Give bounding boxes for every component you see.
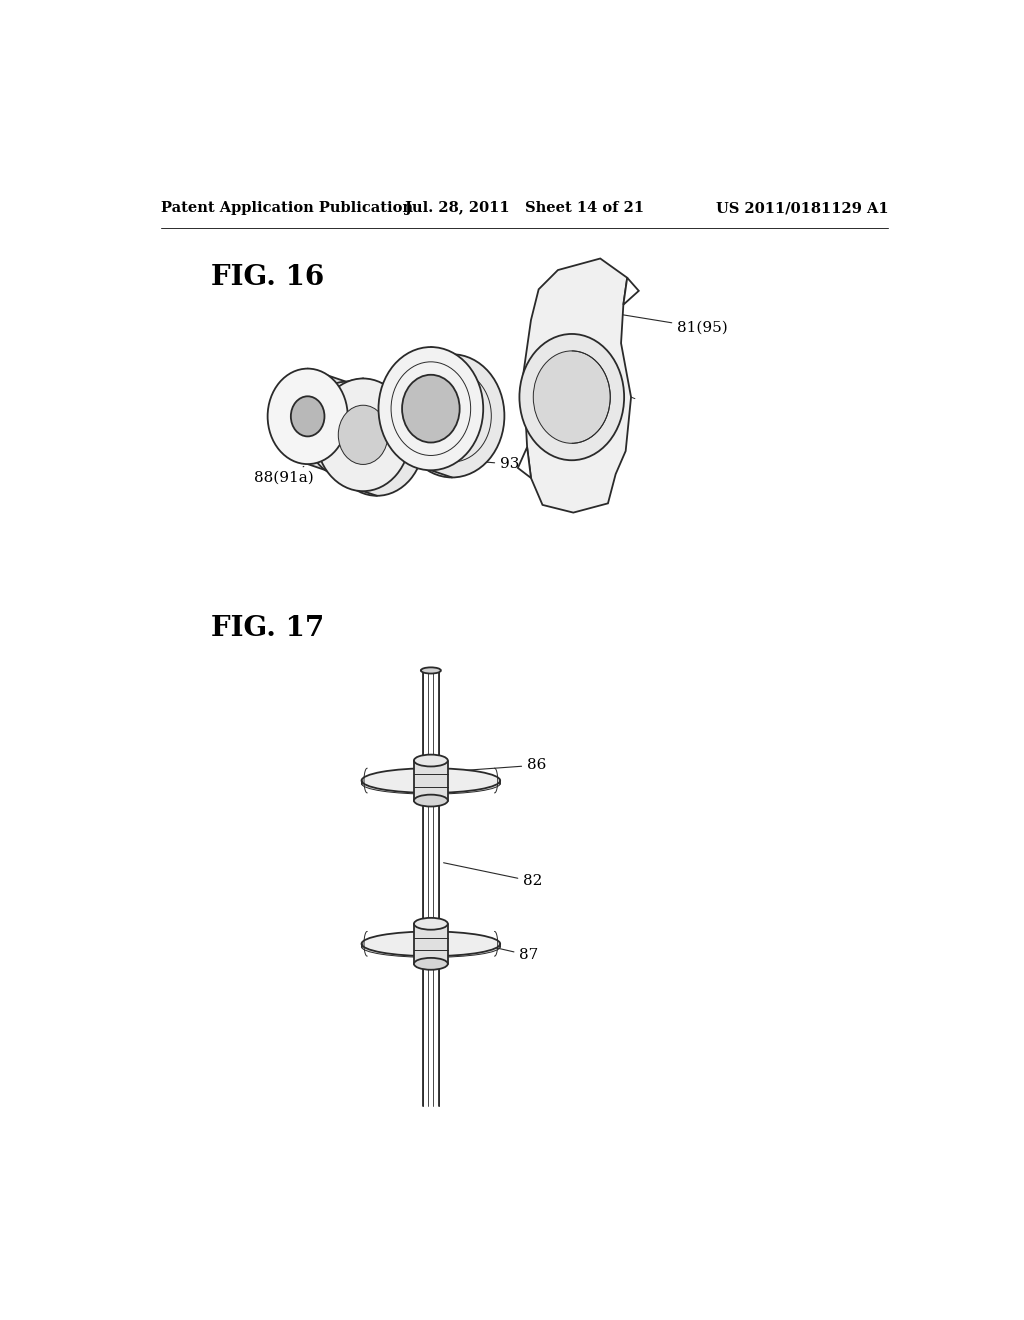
Text: 81(95): 81(95)	[610, 313, 728, 335]
Text: FIG. 16: FIG. 16	[211, 264, 325, 292]
Ellipse shape	[519, 334, 625, 461]
Ellipse shape	[352, 409, 401, 469]
Text: Patent Application Publication: Patent Application Publication	[162, 202, 414, 215]
Ellipse shape	[414, 917, 447, 929]
Polygon shape	[523, 259, 631, 512]
Polygon shape	[414, 760, 447, 800]
Polygon shape	[518, 447, 531, 478]
Ellipse shape	[414, 795, 447, 807]
Ellipse shape	[267, 368, 348, 465]
Ellipse shape	[421, 668, 441, 673]
Ellipse shape	[399, 354, 505, 478]
Polygon shape	[307, 368, 346, 478]
Ellipse shape	[361, 774, 500, 795]
Polygon shape	[414, 924, 447, 964]
Text: 82: 82	[443, 863, 543, 888]
Ellipse shape	[414, 958, 447, 970]
Text: 86: 86	[455, 758, 547, 772]
Ellipse shape	[361, 936, 500, 957]
Polygon shape	[431, 347, 452, 478]
Ellipse shape	[306, 381, 386, 478]
Text: 93: 93	[450, 457, 519, 471]
Text: Jul. 28, 2011   Sheet 14 of 21: Jul. 28, 2011 Sheet 14 of 21	[406, 202, 644, 215]
Ellipse shape	[330, 409, 362, 450]
Ellipse shape	[423, 381, 481, 450]
Text: US 2011/0181129 A1: US 2011/0181129 A1	[716, 202, 888, 215]
Text: 88(91a): 88(91a)	[254, 466, 313, 484]
Ellipse shape	[315, 379, 411, 491]
Ellipse shape	[291, 396, 325, 437]
Ellipse shape	[379, 347, 483, 470]
Text: 87: 87	[455, 939, 539, 962]
Polygon shape	[624, 277, 639, 305]
Ellipse shape	[402, 375, 460, 442]
Ellipse shape	[338, 405, 388, 465]
Ellipse shape	[414, 755, 447, 767]
Ellipse shape	[361, 932, 500, 956]
Ellipse shape	[534, 351, 610, 444]
Ellipse shape	[361, 768, 500, 793]
Text: FIG. 17: FIG. 17	[211, 615, 325, 642]
Polygon shape	[346, 379, 364, 491]
Ellipse shape	[330, 383, 424, 496]
